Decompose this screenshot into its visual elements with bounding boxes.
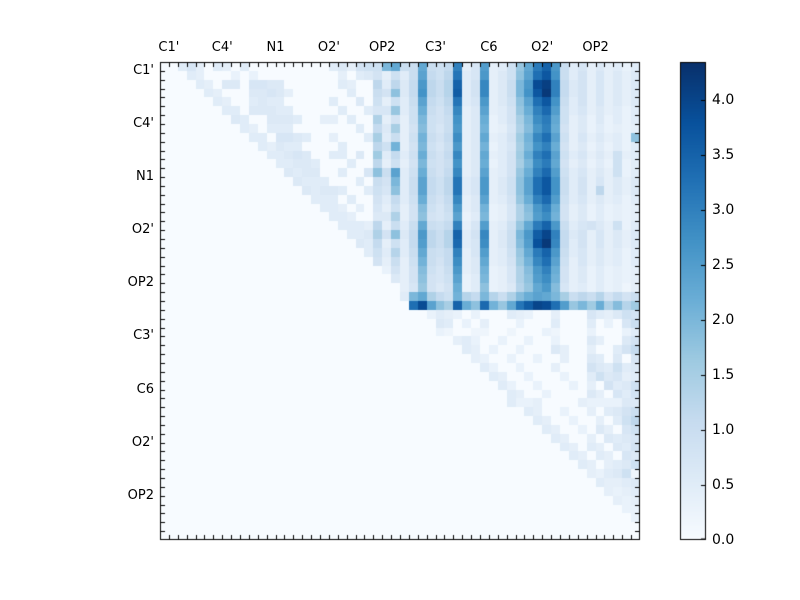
colorbar-tick-label: 2.5 [712,256,735,273]
colorbar-tick-label: 1.5 [712,366,735,383]
colorbar-tick-label: 3.0 [712,201,735,218]
colorbar-tick-label: 4.0 [712,91,735,108]
colorbar-tick-label: 2.0 [712,311,735,328]
x-tick-label: O2' [317,40,340,55]
y-tick-label: OP2 [127,487,154,503]
x-tick-label: C6 [480,40,498,55]
colorbar-tick-label: 0.0 [712,531,735,548]
colorbar-tick-label: 0.5 [712,476,735,493]
colorbar-tick-label: 3.5 [712,146,735,163]
y-tick-label: C6 [136,381,154,397]
x-tick-label: C4' [211,40,233,55]
x-tick-label: OP2 [369,40,396,55]
y-tick-label: O2' [131,434,154,450]
y-tick-label: O2' [131,222,154,238]
y-tick-label: N1 [136,169,154,185]
x-tick-label: N1 [266,40,285,55]
y-tick-label: C1' [133,62,154,78]
y-tick-label: C3' [133,328,154,344]
colorbar-tick-label: 1.0 [712,421,735,438]
x-tick-label: OP2 [582,40,609,55]
x-tick-label: C3' [425,40,447,55]
x-tick-label: C1' [158,40,180,55]
y-tick-label: OP2 [127,275,154,291]
x-tick-label: O2' [531,40,554,55]
y-tick-label: C4' [133,115,154,131]
